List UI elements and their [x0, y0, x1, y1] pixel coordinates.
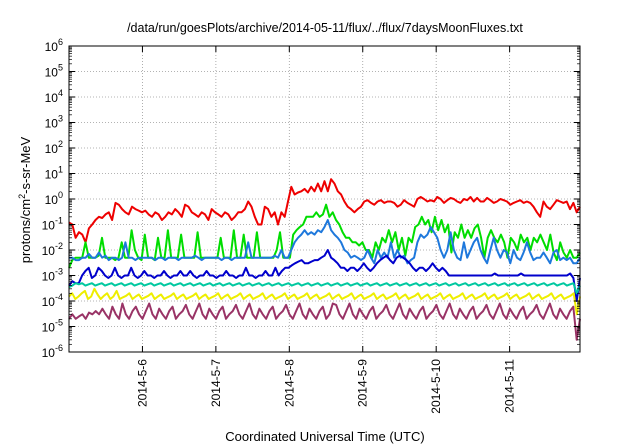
y-tick-exponent: 2 — [58, 139, 63, 149]
series-line-6 — [68, 287, 581, 316]
x-tick-label: 2014-5-7 — [209, 359, 223, 407]
y-axis-title: protons/cm2-s-sr-MeV — [17, 136, 33, 263]
series-line-3 — [69, 219, 581, 265]
y-tick-base: 10 — [45, 66, 59, 80]
y-tick-exponent: -5 — [55, 318, 63, 328]
y-tick-label: 102 — [45, 139, 63, 156]
x-tick-label: 2014-5-9 — [356, 359, 370, 407]
y-tick-label: 10-5 — [42, 318, 63, 335]
series-line-5 — [68, 282, 581, 295]
y-axis-title-sup: 2 — [17, 194, 27, 199]
y-tick-base: 10 — [45, 142, 59, 156]
y-tick-base: 10 — [42, 295, 56, 309]
y-tick-exponent: -1 — [55, 216, 63, 226]
y-tick-base: 10 — [45, 193, 59, 207]
y-tick-base: 10 — [42, 270, 56, 284]
y-tick-exponent: -6 — [55, 343, 63, 353]
y-axis-ticks: 10-610-510-410-310-210-11001011021031041… — [42, 37, 580, 360]
x-tick-label: 2014-5-8 — [282, 359, 296, 407]
y-tick-label: 10-2 — [42, 241, 63, 258]
x-axis-ticks: 2014-5-6 2014-5-7 2014-5-8 2014-5-9 2014-5-1… — [135, 46, 517, 414]
y-tick-base: 10 — [45, 117, 59, 131]
series-line-7 — [68, 302, 581, 341]
y-tick-exponent: 5 — [58, 63, 63, 73]
y-tick-base: 10 — [45, 40, 59, 54]
y-tick-base: 10 — [45, 168, 59, 182]
x-tick-label: 2014-5-10 — [429, 359, 443, 414]
x-axis-title: Coordinated Universal Time (UTC) — [225, 429, 424, 444]
y-tick-label: 10-3 — [42, 267, 63, 284]
y-tick-exponent: 3 — [58, 114, 63, 124]
x-tick-label: 2014-5-6 — [135, 359, 149, 407]
grid-lines — [69, 46, 580, 352]
x-tick-label: 2014-5-11 — [503, 359, 517, 413]
y-tick-exponent: 4 — [58, 88, 63, 98]
y-tick-label: 10-1 — [42, 216, 63, 233]
y-tick-exponent: 0 — [58, 190, 63, 200]
y-tick-label: 103 — [45, 114, 63, 131]
y-tick-exponent: 1 — [58, 165, 63, 175]
y-tick-base: 10 — [45, 91, 59, 105]
y-tick-base: 10 — [42, 346, 56, 360]
y-tick-label: 10-6 — [42, 343, 63, 360]
y-tick-label: 100 — [45, 190, 63, 207]
y-tick-label: 101 — [45, 165, 63, 182]
y-tick-base: 10 — [42, 219, 56, 233]
y-tick-exponent: 6 — [58, 37, 63, 47]
y-tick-exponent: -2 — [55, 241, 63, 251]
chart-title: /data/run/goesPlots/archive/2014-05-11/f… — [127, 21, 523, 35]
series-line-4 — [68, 249, 581, 302]
y-axis-title-suffix: -s-sr-MeV — [18, 136, 33, 193]
series-line-1 — [68, 178, 581, 244]
y-tick-exponent: -3 — [55, 267, 63, 277]
series-layer — [68, 178, 581, 341]
y-tick-exponent: -4 — [55, 292, 63, 302]
y-tick-label: 105 — [45, 63, 63, 80]
y-axis-title-prefix: protons/cm — [18, 199, 33, 263]
y-tick-label: 10-4 — [42, 292, 63, 309]
y-tick-base: 10 — [42, 321, 56, 335]
y-tick-label: 104 — [45, 88, 63, 105]
y-tick-label: 106 — [45, 37, 63, 54]
y-tick-base: 10 — [42, 244, 56, 258]
